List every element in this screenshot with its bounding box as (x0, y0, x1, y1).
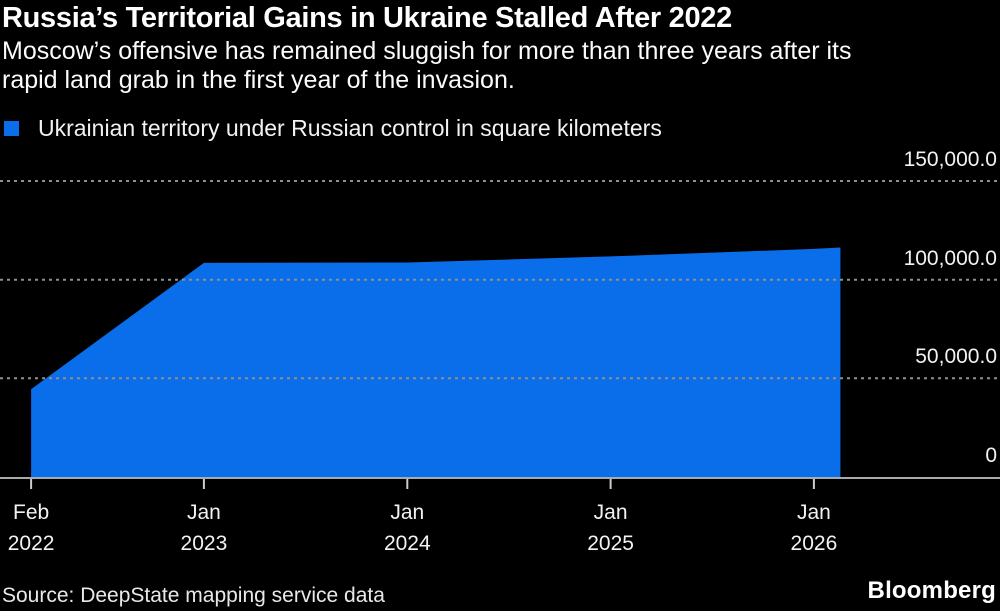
bloomberg-logo: Bloomberg (867, 577, 996, 604)
y-axis-label: 50,000.0 (915, 345, 997, 369)
y-axis-label: 0 (985, 444, 997, 467)
legend-swatch-icon (4, 121, 19, 136)
y-axis-label: 150,000.0 (903, 148, 997, 171)
legend-label: Ukrainian territory under Russian contro… (38, 115, 662, 141)
chart-subtitle-line-2: rapid land grab in the first year of the… (2, 66, 515, 94)
y-axis-label: 100,000.0 (903, 246, 997, 270)
area-series (31, 247, 841, 477)
x-axis-label: Jan 2026 (790, 501, 838, 555)
chart-title: Russia’s Territorial Gains in Ukraine St… (2, 2, 732, 34)
chart-subtitle: Moscow’s offensive has remained sluggish… (2, 37, 852, 95)
x-axis-labels: Feb 2022 Jan 2023 Jan 2024 Jan 2025 Jan 2026 (0, 497, 1000, 567)
source-note: Source: DeepState mapping service data (2, 584, 385, 607)
chart-subtitle-line-1: Moscow’s offensive has remained sluggish… (2, 37, 852, 65)
x-axis-label: Jan 2023 (180, 501, 228, 555)
x-axis-label: Feb 2022 (7, 501, 55, 555)
legend: Ukrainian territory under Russian contro… (4, 115, 662, 142)
x-axis-label: Jan 2024 (383, 501, 431, 555)
x-axis-label: Jan 2025 (587, 501, 634, 555)
